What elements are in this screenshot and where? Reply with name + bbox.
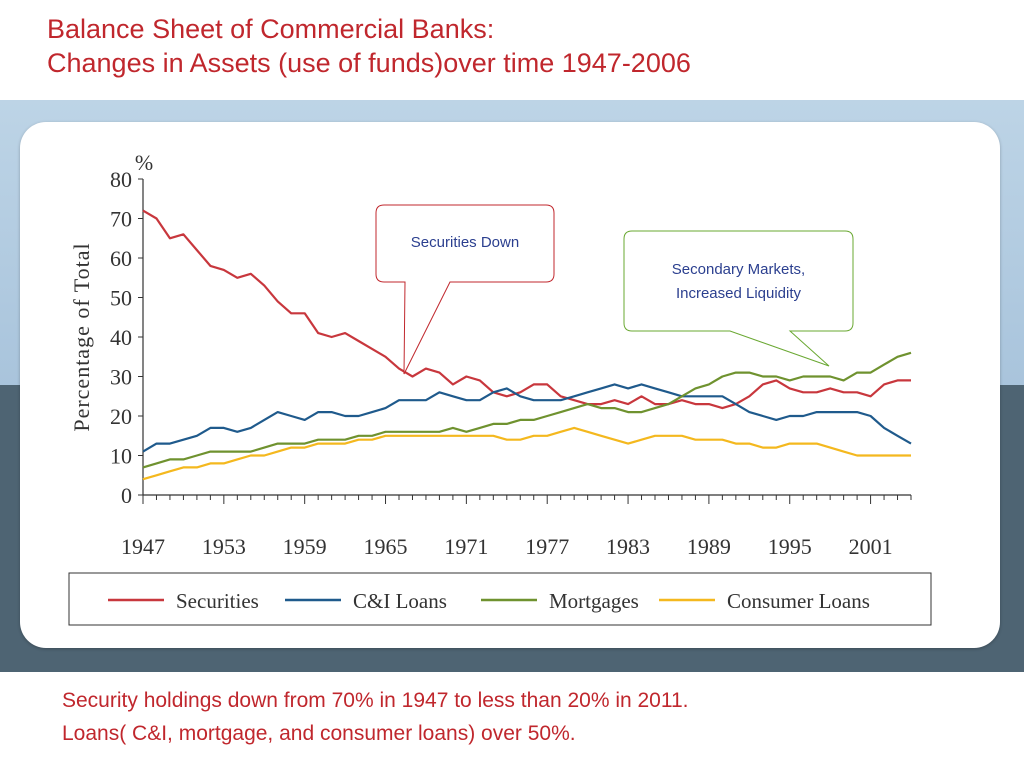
y-tick-label: 10 — [110, 444, 132, 469]
callouts — [375, 204, 854, 375]
chart-series — [142, 209, 912, 481]
slide-title: Balance Sheet of Commercial Banks: Chang… — [47, 12, 691, 80]
callout-secondary-markets-line2: Increased Liquidity — [675, 285, 802, 302]
callout-securities-down-text: Securities Down — [410, 234, 520, 251]
legend-label: C&I Loans — [353, 589, 447, 613]
x-tick-label: 2001 — [849, 534, 893, 559]
x-tick-label: 1959 — [283, 534, 327, 559]
chart-legend: Securities C&I Loans Mortgages Consumer Loa… — [68, 572, 932, 626]
series-line-mortgages — [142, 351, 912, 469]
callout-secondary-markets-bubble — [623, 230, 854, 367]
x-tick-label: 1953 — [202, 534, 246, 559]
callout-secondary-markets-text: Secondary Markets, Increased Liquidity — [624, 258, 853, 306]
series-line-securities — [142, 209, 911, 410]
y-axis-unit: % — [135, 150, 153, 175]
slide-title-line2: Changes in Assets (use of funds)over tim… — [47, 48, 691, 78]
y-tick-label: 70 — [110, 207, 132, 232]
x-tick-label: 1947 — [121, 534, 165, 559]
slide-title-line1: Balance Sheet of Commercial Banks: — [47, 14, 495, 44]
y-axis-label: Percentage of Total — [69, 242, 94, 431]
chart-axes: 0 10 20 30 40 50 60 70 80 1947 1953 1959 1965 1971 197… — [69, 150, 912, 559]
legend-label: Securities — [176, 589, 259, 613]
y-tick-label: 30 — [110, 365, 132, 390]
footer-text: Security holdings down from 70% in 1947 … — [62, 684, 689, 750]
x-tick-label: 1965 — [364, 534, 408, 559]
legend-label: Consumer Loans — [727, 589, 870, 613]
y-tick-label: 20 — [110, 404, 132, 429]
series-line-consumer-loans — [142, 426, 911, 481]
y-tick-label: 50 — [110, 286, 132, 311]
footer-line2: Loans( C&I, mortgage, and consumer loans… — [62, 722, 576, 745]
x-tick-label: 1971 — [444, 534, 488, 559]
y-tick-label: 60 — [110, 246, 132, 271]
legend-label: Mortgages — [549, 589, 639, 613]
y-tick-label: 80 — [110, 167, 132, 192]
footer-line1: Security holdings down from 70% in 1947 … — [62, 689, 689, 712]
x-tick-label: 1977 — [525, 534, 569, 559]
y-tick-label: 40 — [110, 325, 132, 350]
series-line-c-i-loans — [142, 383, 912, 453]
x-tick-label: 1989 — [687, 534, 731, 559]
callout-secondary-markets-line1: Secondary Markets, — [671, 261, 806, 278]
x-tick-label: 1995 — [768, 534, 812, 559]
callout-securities-down-bubble — [375, 204, 555, 375]
x-tick-label: 1983 — [606, 534, 650, 559]
y-tick-label: 0 — [121, 483, 132, 508]
